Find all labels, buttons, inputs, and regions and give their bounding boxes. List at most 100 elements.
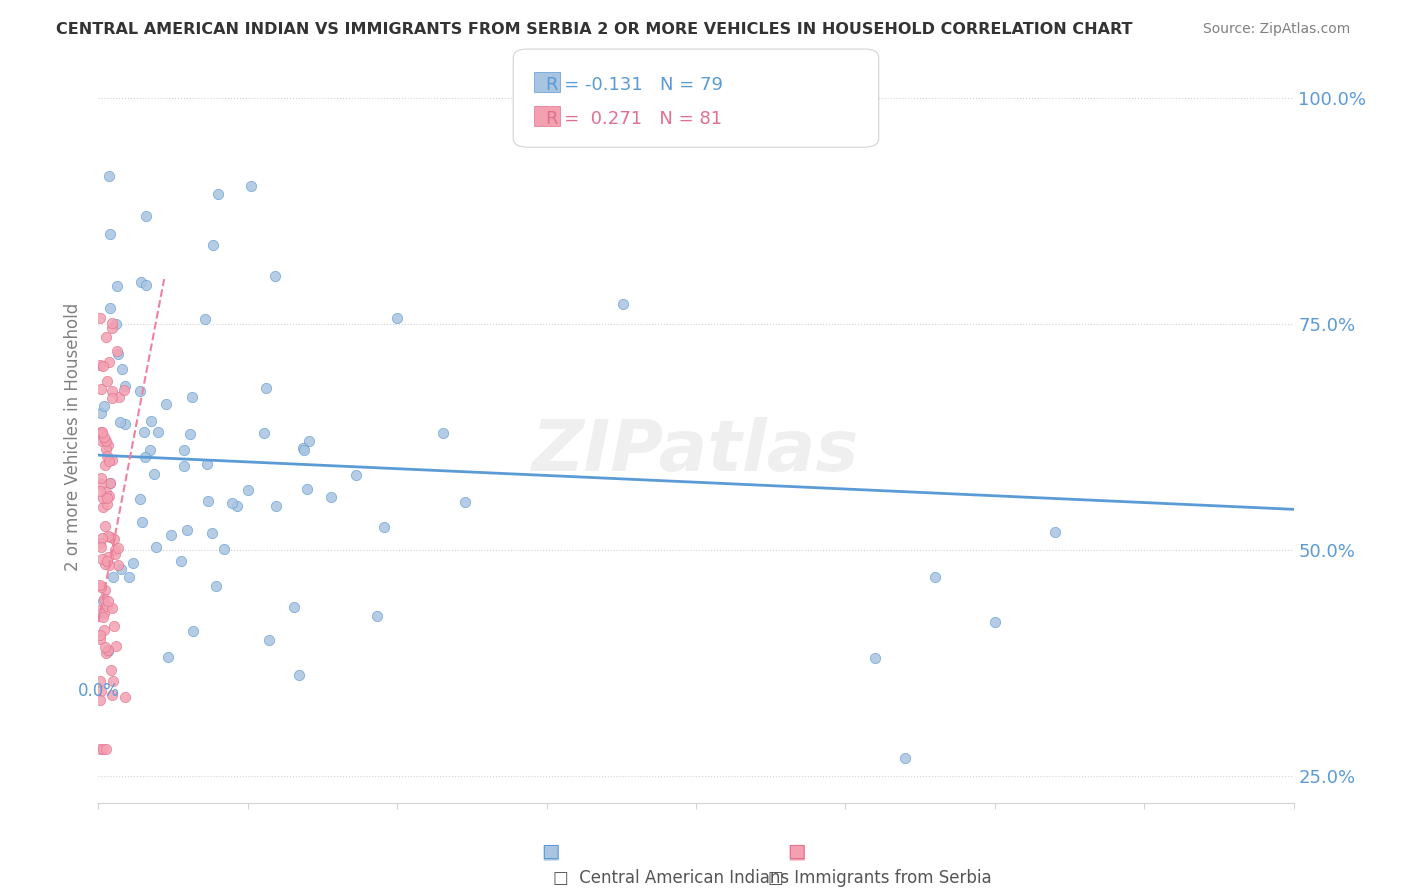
Point xyxy=(98,558,121,572)
Point xyxy=(105,317,128,331)
Point xyxy=(90,406,112,420)
Point xyxy=(90,552,112,566)
Point xyxy=(98,475,121,490)
Point xyxy=(94,519,117,533)
Point xyxy=(89,628,111,642)
Point xyxy=(108,390,131,404)
Point xyxy=(89,673,111,688)
Point xyxy=(89,632,111,646)
Point xyxy=(94,741,117,756)
Point xyxy=(287,668,309,682)
Point xyxy=(112,384,135,398)
Point xyxy=(297,483,319,497)
Point xyxy=(283,600,305,615)
Point xyxy=(93,458,115,472)
Point xyxy=(114,690,136,705)
Point xyxy=(89,536,111,550)
Point xyxy=(94,433,117,447)
Point xyxy=(432,426,454,441)
Point xyxy=(97,644,120,658)
Point xyxy=(103,619,125,633)
Point xyxy=(612,297,634,311)
Point xyxy=(1043,524,1066,539)
Point xyxy=(96,497,118,511)
Point xyxy=(90,477,112,491)
Point xyxy=(865,651,887,665)
Point xyxy=(129,491,152,506)
Point xyxy=(131,516,153,530)
Point xyxy=(94,330,117,344)
Point xyxy=(173,458,195,473)
Point xyxy=(101,688,124,702)
Point xyxy=(122,556,145,570)
Point xyxy=(103,533,125,547)
Point xyxy=(94,442,117,456)
Text: 0.0%: 0.0% xyxy=(77,682,120,700)
Point xyxy=(89,578,111,592)
Point xyxy=(101,601,124,615)
Point xyxy=(129,275,152,289)
Point xyxy=(91,594,114,608)
Point xyxy=(252,426,274,441)
Point xyxy=(212,542,235,557)
Text: □  Immigrants from Serbia: □ Immigrants from Serbia xyxy=(768,869,991,887)
Point xyxy=(292,442,315,457)
Point xyxy=(90,540,112,554)
Point xyxy=(454,495,477,509)
Text: R = -0.131   N = 79: R = -0.131 N = 79 xyxy=(546,76,723,94)
Point xyxy=(104,543,127,558)
Point xyxy=(96,375,118,389)
Point xyxy=(194,312,217,326)
Point xyxy=(202,238,225,252)
Point xyxy=(98,301,121,315)
Point xyxy=(93,429,115,443)
Point xyxy=(90,426,112,441)
Point xyxy=(298,434,321,449)
Point xyxy=(98,489,121,503)
Point xyxy=(90,382,112,396)
Point xyxy=(96,554,118,568)
Point xyxy=(263,268,285,283)
Point xyxy=(89,310,111,325)
Point xyxy=(90,471,112,485)
Point xyxy=(94,640,117,654)
Point xyxy=(134,450,156,464)
Point xyxy=(291,441,314,455)
Point xyxy=(90,425,112,440)
Point xyxy=(89,603,111,617)
Point xyxy=(240,179,263,194)
Point xyxy=(221,496,243,510)
Point xyxy=(90,606,112,620)
Point xyxy=(344,467,367,482)
Point xyxy=(98,169,121,184)
Point xyxy=(205,579,228,593)
Text: ■: ■ xyxy=(541,842,560,862)
Point xyxy=(100,663,122,677)
Point xyxy=(104,547,127,561)
Point xyxy=(90,580,112,594)
Point xyxy=(96,434,118,448)
Point xyxy=(984,615,1007,630)
Point xyxy=(107,558,129,573)
Point xyxy=(101,391,124,405)
Text: □  Central American Indians: □ Central American Indians xyxy=(553,869,789,887)
Point xyxy=(170,554,193,568)
Text: CENTRAL AMERICAN INDIAN VS IMMIGRANTS FROM SERBIA 2 OR MORE VEHICLES IN HOUSEHOL: CENTRAL AMERICAN INDIAN VS IMMIGRANTS FR… xyxy=(56,22,1133,37)
Point xyxy=(201,526,224,541)
Text: □: □ xyxy=(541,842,560,862)
Point xyxy=(91,491,114,505)
Point xyxy=(157,649,180,664)
Point xyxy=(176,523,198,537)
Y-axis label: 2 or more Vehicles in Household: 2 or more Vehicles in Household xyxy=(65,303,83,571)
Point xyxy=(108,415,131,429)
Point xyxy=(93,591,115,606)
Point xyxy=(110,562,132,576)
Point xyxy=(98,454,121,468)
Point xyxy=(97,549,120,564)
Point xyxy=(181,624,204,638)
Point xyxy=(145,540,167,554)
Point xyxy=(894,750,917,764)
Point xyxy=(195,457,218,471)
Point xyxy=(90,425,112,439)
Point xyxy=(91,609,114,624)
